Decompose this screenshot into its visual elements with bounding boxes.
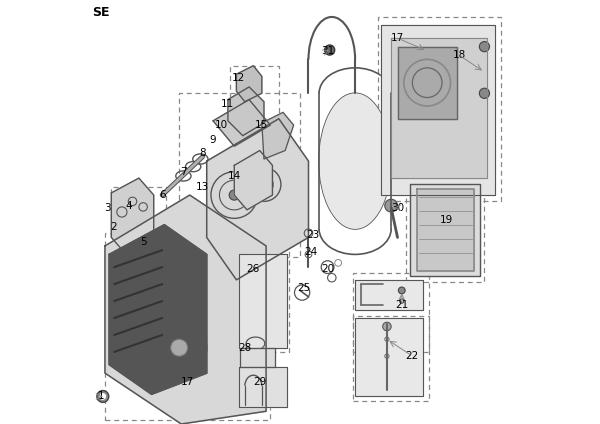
Text: 5: 5 [140, 237, 146, 247]
Text: 21: 21 [395, 300, 409, 310]
Text: 3: 3 [104, 203, 110, 213]
Polygon shape [410, 184, 480, 276]
Text: 6: 6 [159, 190, 166, 200]
Polygon shape [380, 25, 495, 195]
Circle shape [100, 393, 106, 399]
Text: SE: SE [92, 6, 110, 20]
Text: 9: 9 [210, 135, 217, 145]
Polygon shape [355, 280, 423, 310]
Text: 15: 15 [255, 120, 268, 130]
Text: 22: 22 [406, 351, 419, 361]
Text: 10: 10 [215, 120, 228, 130]
Text: 29: 29 [253, 377, 266, 387]
Circle shape [229, 190, 239, 200]
Text: 2: 2 [110, 222, 117, 232]
Circle shape [479, 42, 490, 52]
Polygon shape [416, 189, 474, 271]
Polygon shape [112, 178, 154, 254]
Text: 13: 13 [196, 181, 209, 192]
Polygon shape [355, 318, 423, 396]
Polygon shape [105, 195, 266, 424]
Circle shape [385, 199, 398, 212]
Polygon shape [240, 348, 275, 367]
Text: 26: 26 [247, 264, 260, 274]
Text: 25: 25 [298, 283, 311, 293]
Polygon shape [228, 87, 264, 136]
Polygon shape [213, 100, 271, 146]
Polygon shape [236, 66, 262, 102]
Circle shape [97, 391, 109, 402]
Text: 1: 1 [97, 391, 104, 402]
Text: 28: 28 [238, 343, 251, 353]
Polygon shape [262, 112, 293, 159]
Text: 18: 18 [452, 50, 466, 60]
Circle shape [398, 287, 405, 294]
Circle shape [479, 88, 490, 98]
Text: 14: 14 [227, 171, 241, 181]
Text: 30: 30 [391, 203, 404, 213]
Text: 11: 11 [221, 99, 235, 109]
Text: 17: 17 [391, 33, 404, 43]
Circle shape [325, 45, 335, 55]
Text: 19: 19 [440, 215, 453, 226]
Ellipse shape [319, 93, 391, 229]
Polygon shape [109, 225, 207, 394]
Polygon shape [398, 47, 457, 119]
Text: 31: 31 [321, 46, 334, 56]
Text: 17: 17 [181, 377, 194, 387]
Polygon shape [239, 254, 287, 348]
Polygon shape [207, 119, 308, 280]
Text: 7: 7 [180, 167, 187, 177]
Circle shape [170, 339, 188, 356]
Text: 4: 4 [125, 201, 131, 211]
Text: 20: 20 [321, 264, 334, 274]
Text: 8: 8 [199, 148, 206, 158]
Polygon shape [234, 151, 272, 210]
Text: 24: 24 [304, 247, 317, 257]
Circle shape [383, 322, 391, 331]
Text: 23: 23 [306, 230, 319, 240]
Polygon shape [239, 367, 287, 407]
Polygon shape [391, 38, 487, 178]
Text: 12: 12 [232, 73, 245, 84]
